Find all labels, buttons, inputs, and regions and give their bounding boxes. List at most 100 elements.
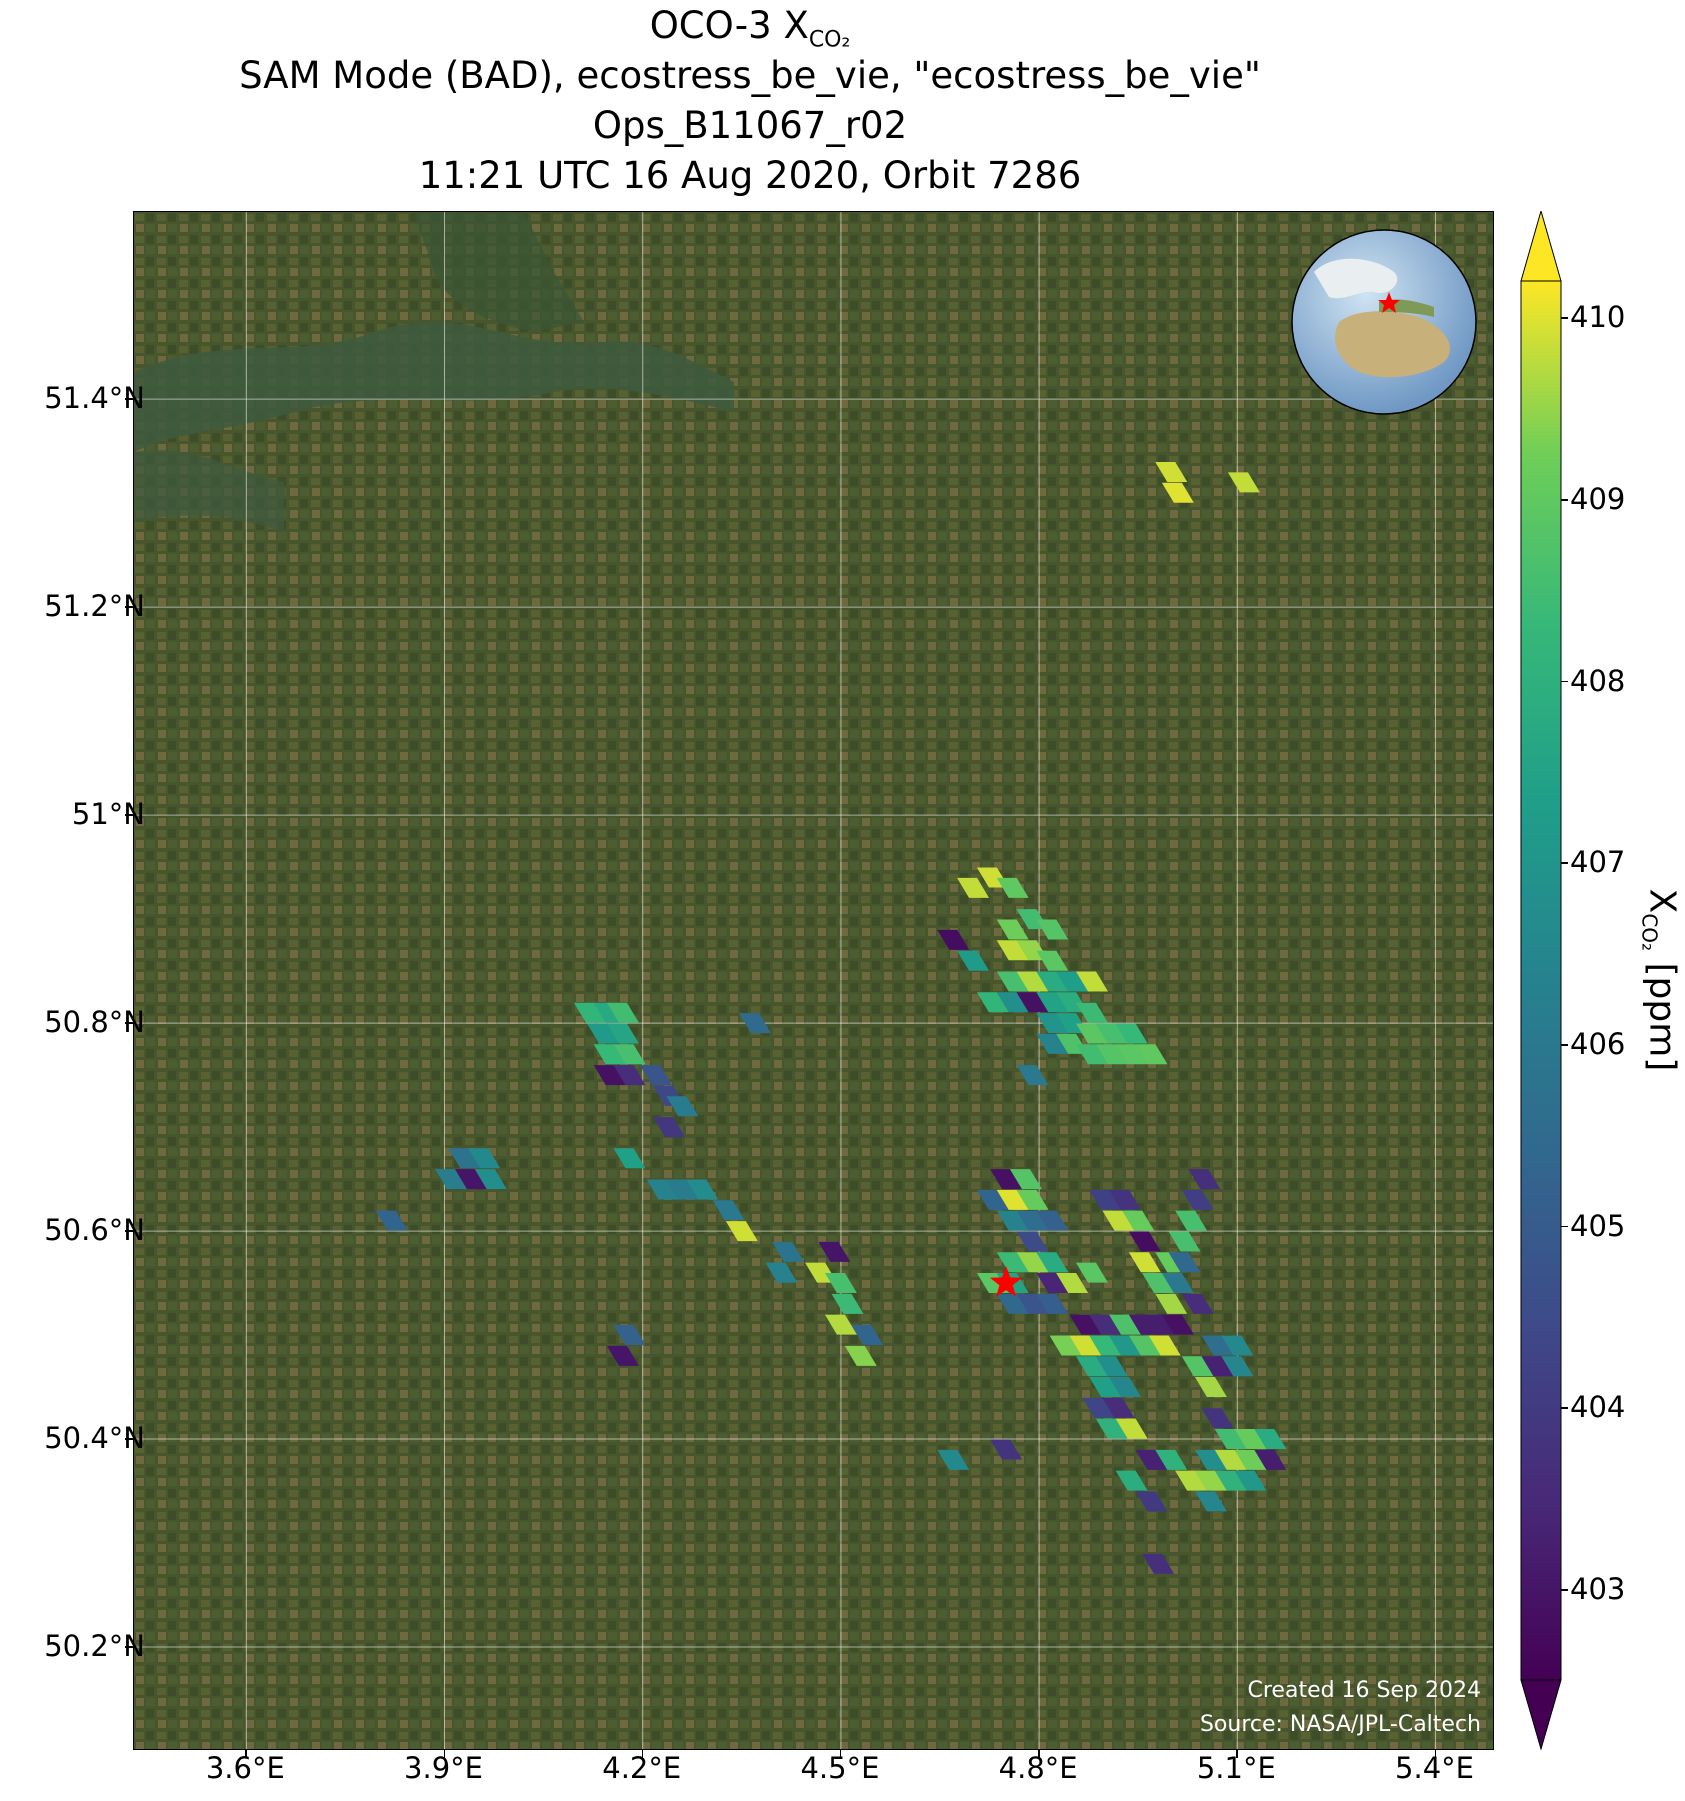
xco2-sounding (1075, 1002, 1108, 1023)
xco2-sounding (996, 877, 1029, 898)
lon-tick-mark (1236, 1750, 1238, 1758)
xco2-sounding (739, 1013, 772, 1034)
xco2-sounding (1095, 1044, 1128, 1065)
xco2-sounding (1036, 971, 1069, 992)
xco2-sounding (1128, 1335, 1161, 1356)
xco2-sounding (1016, 1293, 1049, 1314)
xco2-sounding (1142, 1314, 1175, 1335)
xco2-sounding (1221, 1335, 1254, 1356)
xco2-sounding (1214, 1429, 1247, 1450)
xco2-sounding (1036, 1273, 1069, 1294)
xco2-sounding (996, 971, 1029, 992)
title-line-3: Ops_B11067_r02 (592, 104, 908, 147)
lat-tick-mark (125, 1646, 133, 1648)
xco2-sounding (653, 1117, 686, 1138)
lat-tick-mark (125, 606, 133, 608)
xco2-sounding (1155, 1293, 1188, 1314)
xco2-sounding (1175, 1210, 1208, 1231)
lat-tick-label: 51°N (71, 797, 145, 832)
colorbar-tick-label: 404 (1570, 1390, 1626, 1425)
colorbar-tick-label: 408 (1570, 663, 1626, 698)
xco2-sounding (1168, 1252, 1201, 1273)
xco2-sounding (1181, 1356, 1214, 1377)
colorbar-tick-mark (1561, 1589, 1568, 1591)
xco2-sounding (1075, 1262, 1108, 1283)
xco2-sounding (613, 1325, 646, 1346)
colorbar-tick-label: 409 (1570, 482, 1626, 517)
globe-icon (1291, 229, 1477, 415)
xco2-sounding (1095, 1023, 1128, 1044)
xco2-sounding (666, 1179, 699, 1200)
xco2-sounding (1155, 461, 1188, 482)
xco2-sounding (996, 1252, 1029, 1273)
xco2-sounding (1069, 1335, 1102, 1356)
xco2-sounding (1115, 1470, 1148, 1491)
xco2-sounding (1175, 1470, 1208, 1491)
xco2-sounding (646, 1179, 679, 1200)
xco2-soundings (375, 461, 1287, 1574)
lon-tick-mark (641, 1750, 644, 1758)
xco2-sounding (1234, 1449, 1267, 1470)
xco2-sounding (996, 1293, 1029, 1314)
target-star (989, 1266, 1023, 1297)
xco2-sounding (1095, 1418, 1128, 1439)
red-star-icon (989, 1266, 1023, 1297)
xco2-sounding (606, 1023, 639, 1044)
xco2-sounding (1095, 1356, 1128, 1377)
colorbar-tick-mark (1561, 1044, 1568, 1046)
xco2-sounding (937, 929, 970, 950)
xco2-sounding (1049, 1335, 1082, 1356)
xco2-sounding (1135, 1449, 1168, 1470)
xco2-sounding (1155, 1449, 1188, 1470)
xco2-sounding (613, 1044, 646, 1065)
xco2-sounding (606, 1002, 639, 1023)
xco2-sounding (818, 1241, 851, 1262)
xco2-sounding (1075, 1023, 1108, 1044)
xco2-sounding (996, 1210, 1029, 1231)
xco2-sounding (1194, 1491, 1227, 1512)
colorbar (1520, 211, 1562, 1750)
xco2-sounding (1148, 1335, 1181, 1356)
xco2-sounding (666, 1096, 699, 1117)
xco2-sounding (1181, 1293, 1214, 1314)
xco2-sounding (996, 992, 1029, 1013)
xco2-sounding (772, 1241, 805, 1262)
map-canvas (134, 212, 1493, 1749)
colorbar-tick-label: 403 (1570, 1572, 1626, 1607)
colorbar-tick-label: 407 (1570, 845, 1626, 880)
xco2-sounding (1036, 1293, 1069, 1314)
xco2-sounding (1135, 1491, 1168, 1512)
xco2-sounding (1082, 1397, 1115, 1418)
xco2-sounding (1161, 1273, 1194, 1294)
xco2-sounding (1016, 971, 1049, 992)
xco2-sounding (976, 992, 1009, 1013)
xco2-sounding (448, 1148, 481, 1169)
xco2-sounding (1089, 1189, 1122, 1210)
xco2-sounding (996, 940, 1029, 961)
title-line-1: OCO-3 XCO₂ (649, 4, 851, 53)
basemap (134, 212, 1493, 1749)
xco2-sounding (1234, 1429, 1267, 1450)
xco2-sounding (1254, 1449, 1287, 1470)
xco2-sounding (1016, 1252, 1049, 1273)
xco2-sounding (1009, 1169, 1042, 1190)
colorbar-tick-mark (1561, 862, 1568, 864)
map-panel[interactable]: Created 16 Sep 2024 Source: NASA/JPL-Cal… (133, 211, 1494, 1750)
xco2-sounding (1161, 1314, 1194, 1335)
credit-source: Source: NASA/JPL-Caltech (1199, 1712, 1481, 1737)
xco2-sounding (1214, 1470, 1247, 1491)
xco2-sounding (1036, 992, 1069, 1013)
xco2-sounding (990, 1169, 1023, 1190)
xco2-sounding (996, 919, 1029, 940)
xco2-sounding (1234, 1470, 1267, 1491)
xco2-sounding (1102, 1397, 1135, 1418)
xco2-sounding (1128, 1252, 1161, 1273)
xco2-sounding (1075, 1044, 1108, 1065)
xco2-sounding (1089, 1314, 1122, 1335)
map-grid (134, 212, 1493, 1749)
xco2-sounding (639, 1065, 672, 1086)
lon-tick-mark (443, 1750, 446, 1758)
xco2-sounding (606, 1345, 639, 1366)
xco2-sounding (454, 1169, 487, 1190)
xco2-sounding (1089, 1335, 1122, 1356)
